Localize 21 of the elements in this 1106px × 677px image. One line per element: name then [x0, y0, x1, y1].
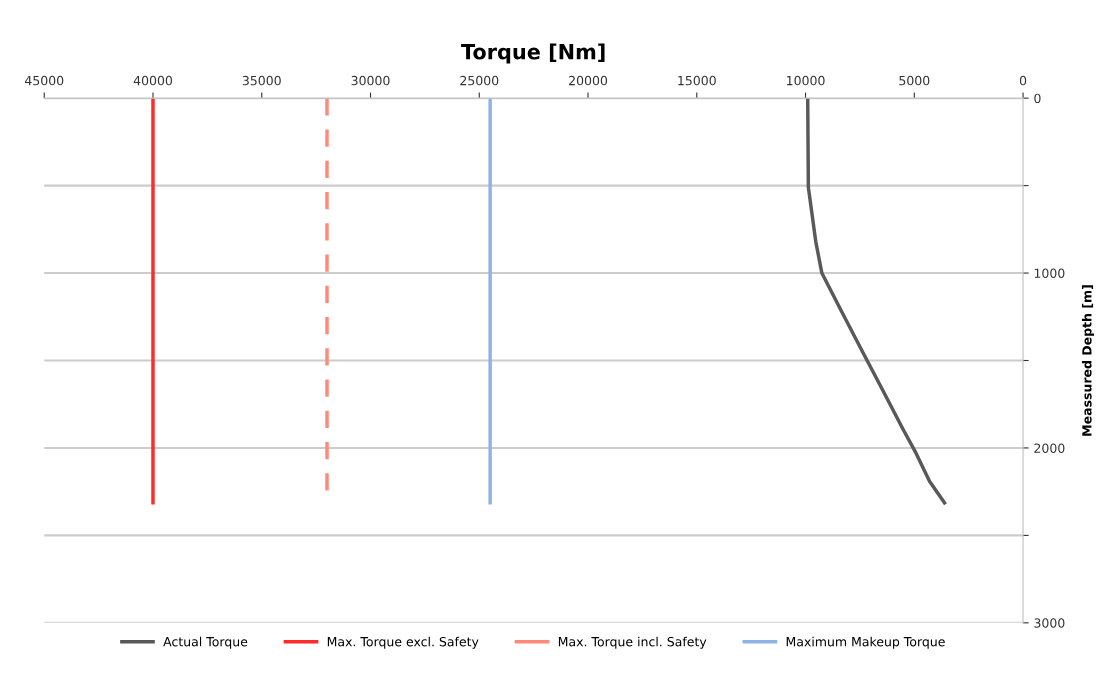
chart-title: Torque [Nm] [461, 43, 605, 64]
x-tick-label: 40000 [133, 75, 173, 86]
x-tick-label: 30000 [351, 75, 390, 86]
x-tick-label: 20000 [569, 75, 608, 86]
x-tick-label: 5000 [899, 75, 930, 86]
legend-label: Actual Torque [163, 636, 248, 649]
legend-label: Maximum Makeup Torque [786, 636, 945, 649]
y-tick-label: 0 [1034, 93, 1041, 104]
legend-label: Max. Torque incl. Safety [558, 636, 707, 649]
y-tick-label: 1000 [1034, 268, 1065, 278]
line-series [805, 98, 947, 505]
x-tick-label: 10000 [787, 75, 825, 86]
x-tick-label: 0 [1019, 75, 1027, 86]
y-tick-label: 3000 [1034, 618, 1065, 628]
legend-label: Max. Torque excl. Safety [327, 636, 479, 649]
x-tick-label: 45000 [24, 75, 64, 86]
y-axis-title: Meassured Depth [m] [1081, 285, 1095, 436]
y-tick-label: 2000 [1034, 443, 1065, 453]
x-tick-label: 15000 [678, 75, 716, 86]
x-tick-label: 35000 [242, 75, 281, 86]
x-tick-label: 25000 [460, 75, 499, 86]
